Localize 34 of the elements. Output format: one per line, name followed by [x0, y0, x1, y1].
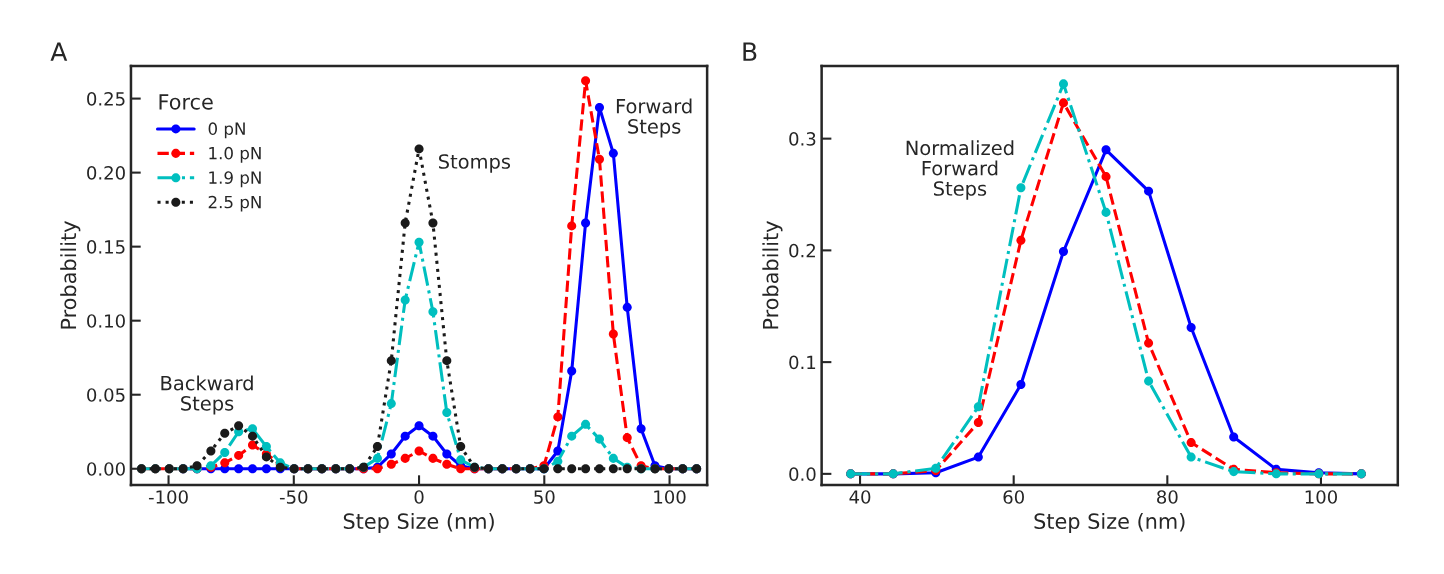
annotation: Stomps — [439, 154, 511, 173]
x-tick-label: 100 — [654, 490, 686, 504]
y-tick-label: 0.05 — [87, 388, 125, 402]
legend-label: 1.0 pN — [209, 146, 261, 163]
legend-label: 0 pN — [208, 122, 245, 139]
x-axis-title: Step Size (nm) — [1034, 512, 1185, 534]
x-tick-label: 60 — [1003, 490, 1024, 504]
x-tick-label: -100 — [148, 490, 188, 504]
annotation: Normalized Forward Steps — [906, 140, 1014, 200]
x-tick-label: 50 — [534, 490, 555, 504]
y-tick-label: 0.25 — [87, 92, 125, 106]
y-axis-title: Probability — [60, 221, 81, 329]
y-tick-label: 0.0 — [789, 467, 816, 481]
legend-title: Force — [159, 94, 213, 110]
annotation: Forward Steps — [616, 98, 692, 138]
annotation: Backward Steps — [161, 375, 253, 415]
y-tick-label: 0.20 — [87, 166, 125, 180]
y-tick-label: 0.15 — [87, 240, 125, 254]
x-tick-label: 40 — [849, 490, 871, 504]
y-tick-label: 0.1 — [789, 355, 816, 370]
y-tick-label: 0.3 — [789, 132, 816, 146]
y-axis-title: Probability — [762, 221, 783, 329]
chart-title: B — [743, 42, 757, 61]
legend-label: 2.5 pN — [208, 195, 261, 212]
x-tick-label: 0 — [414, 490, 424, 504]
y-tick-label: 0.10 — [87, 314, 125, 328]
x-tick-label: 100 — [1305, 490, 1337, 504]
y-tick-label: 0.00 — [87, 462, 125, 476]
chart-title: A — [50, 42, 68, 61]
legend-label: 1.9 pN — [209, 171, 261, 188]
x-tick-label: 80 — [1157, 490, 1178, 504]
x-tick-label: -50 — [279, 490, 308, 504]
y-tick-label: 0.2 — [789, 243, 815, 258]
x-axis-title: Step Size (nm) — [343, 512, 494, 534]
